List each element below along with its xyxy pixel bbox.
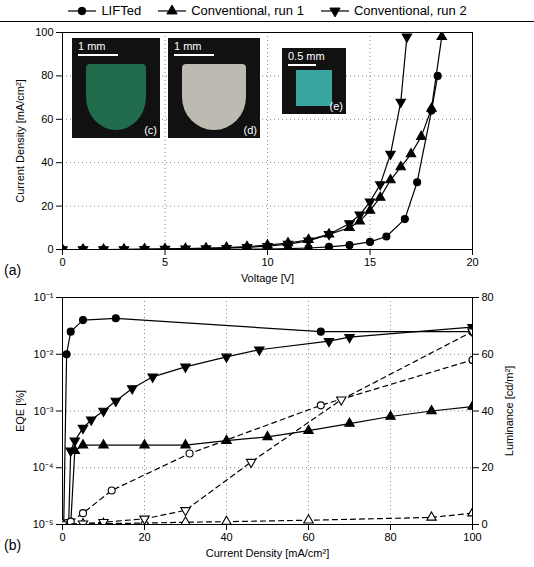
- svg-text:60: 60: [302, 531, 314, 543]
- html-text:(a): (a): [4, 262, 22, 278]
- svg-text:0: 0: [59, 256, 65, 268]
- html-text:Conventional, run 1: Conventional, run 1: [191, 3, 304, 18]
- svg-text:10⁻²: 10⁻²: [34, 348, 54, 360]
- svg-text:20: 20: [138, 531, 150, 543]
- html-text:(b): (b): [4, 537, 22, 553]
- svg-text:80: 80: [482, 291, 494, 303]
- html-text:(e): (e): [329, 100, 343, 112]
- svg-text:40: 40: [220, 531, 232, 543]
- svg-text:0: 0: [482, 518, 488, 530]
- svg-text:20: 20: [41, 200, 53, 212]
- html-text:1 mm: 1 mm: [78, 40, 106, 52]
- svg-text:20: 20: [466, 256, 478, 268]
- svg-text:60: 60: [482, 348, 494, 360]
- svg-text:15: 15: [364, 256, 376, 268]
- svg-text:Current Density [mA/cm²]: Current Density [mA/cm²]: [14, 79, 26, 202]
- svg-text:20: 20: [482, 461, 494, 473]
- svg-text:0: 0: [47, 243, 53, 255]
- html-text:0.5 mm: 0.5 mm: [288, 50, 325, 62]
- html-text:(d): (d): [243, 124, 257, 136]
- svg-text:60: 60: [41, 113, 53, 125]
- svg-text:10⁻¹: 10⁻¹: [34, 291, 54, 303]
- svg-text:40: 40: [482, 405, 494, 417]
- svg-text:80: 80: [384, 531, 396, 543]
- svg-text:EQE [%]: EQE [%]: [14, 390, 26, 432]
- svg-text:40: 40: [41, 156, 53, 168]
- html-text:LIFTed: LIFTed: [101, 3, 142, 18]
- html-text:1 mm: 1 mm: [174, 40, 202, 52]
- svg-text:0: 0: [59, 531, 65, 543]
- svg-text:10⁻⁴: 10⁻⁴: [33, 461, 54, 473]
- svg-text:100: 100: [35, 26, 53, 38]
- svg-text:80: 80: [41, 69, 53, 81]
- svg-text:5: 5: [162, 256, 168, 268]
- svg-text:100: 100: [463, 531, 481, 543]
- svg-text:10⁻⁵: 10⁻⁵: [33, 518, 54, 530]
- html-text:Conventional, run 2: Conventional, run 2: [353, 3, 467, 18]
- svg-text:Luminance [cd/m²]: Luminance [cd/m²]: [503, 366, 515, 456]
- html-text:(c): (c): [144, 124, 157, 136]
- svg-text:Current Density [mA/cm²]: Current Density [mA/cm²]: [206, 547, 329, 559]
- svg-text:Voltage [V]: Voltage [V]: [241, 272, 294, 284]
- svg-text:10⁻³: 10⁻³: [34, 405, 54, 417]
- svg-text:10: 10: [261, 256, 273, 268]
